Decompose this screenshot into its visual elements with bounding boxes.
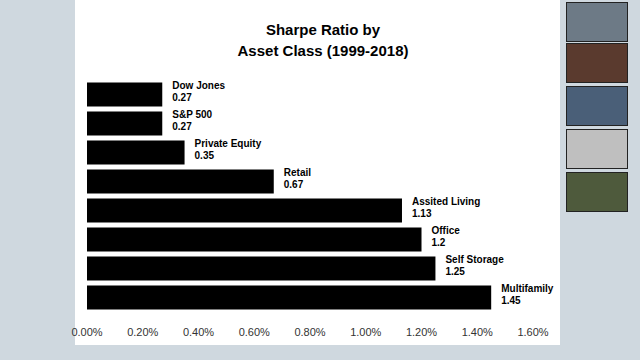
svg-text:0.27: 0.27	[172, 121, 192, 132]
svg-text:1.00%: 1.00%	[350, 326, 381, 338]
svg-text:0.35: 0.35	[195, 150, 215, 161]
svg-text:Multifamily: Multifamily	[501, 283, 554, 294]
svg-text:Self Storage: Self Storage	[445, 254, 504, 265]
svg-text:Sharpe Ratio by: Sharpe Ratio by	[266, 21, 381, 38]
svg-text:1.13: 1.13	[412, 208, 432, 219]
svg-text:Assited Living: Assited Living	[412, 196, 480, 207]
svg-text:Private Equity: Private Equity	[195, 138, 262, 149]
svg-text:1.45: 1.45	[501, 295, 521, 306]
svg-text:1.20%: 1.20%	[406, 326, 437, 338]
svg-text:0.60%: 0.60%	[239, 326, 270, 338]
svg-text:0.67: 0.67	[284, 179, 304, 190]
svg-text:0.80%: 0.80%	[294, 326, 325, 338]
svg-text:0.27: 0.27	[172, 92, 192, 103]
svg-text:Asset Class (1999-2018): Asset Class (1999-2018)	[238, 42, 409, 59]
svg-text:Retail: Retail	[284, 167, 311, 178]
svg-text:1.25: 1.25	[445, 266, 465, 277]
svg-text:0.20%: 0.20%	[127, 326, 158, 338]
svg-text:Dow Jones: Dow Jones	[172, 80, 225, 91]
svg-text:S&P 500: S&P 500	[172, 109, 212, 120]
svg-text:1.40%: 1.40%	[462, 326, 493, 338]
svg-text:Office: Office	[432, 225, 461, 236]
svg-text:0.00%: 0.00%	[71, 326, 102, 338]
svg-text:1.2: 1.2	[432, 237, 446, 248]
svg-text:1.60%: 1.60%	[517, 326, 548, 338]
svg-text:0.40%: 0.40%	[183, 326, 214, 338]
